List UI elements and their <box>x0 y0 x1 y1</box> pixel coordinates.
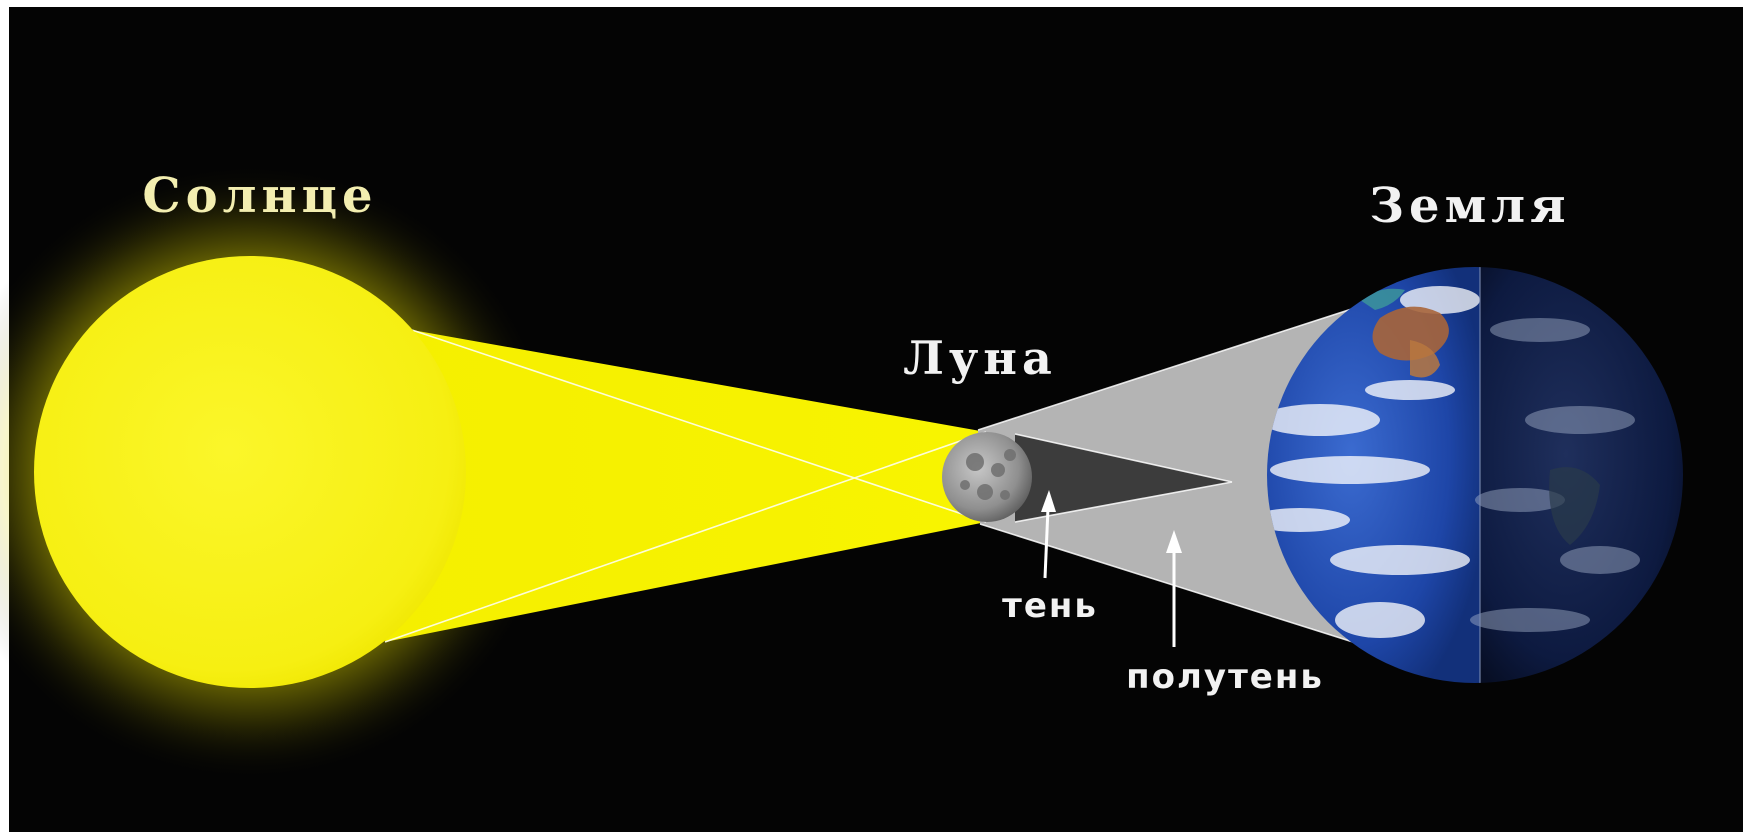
earth-label: Земля <box>1369 178 1570 234</box>
penumbra-label: полутень <box>1126 657 1324 697</box>
moon-label: Луна <box>903 331 1057 385</box>
umbra-cone <box>1015 434 1232 522</box>
sun-label: Солнце <box>142 168 377 224</box>
penumbra-arrow <box>1166 530 1182 647</box>
moon-icon <box>942 432 1032 522</box>
light-beam <box>385 330 986 642</box>
up-arrow-icon <box>1166 530 1182 553</box>
umbra-arrow <box>1041 490 1056 579</box>
projection-lines <box>384 281 1436 669</box>
umbra-label: тень <box>1002 586 1098 626</box>
sun-disc-icon <box>34 256 466 688</box>
up-arrow-icon <box>1041 490 1056 512</box>
